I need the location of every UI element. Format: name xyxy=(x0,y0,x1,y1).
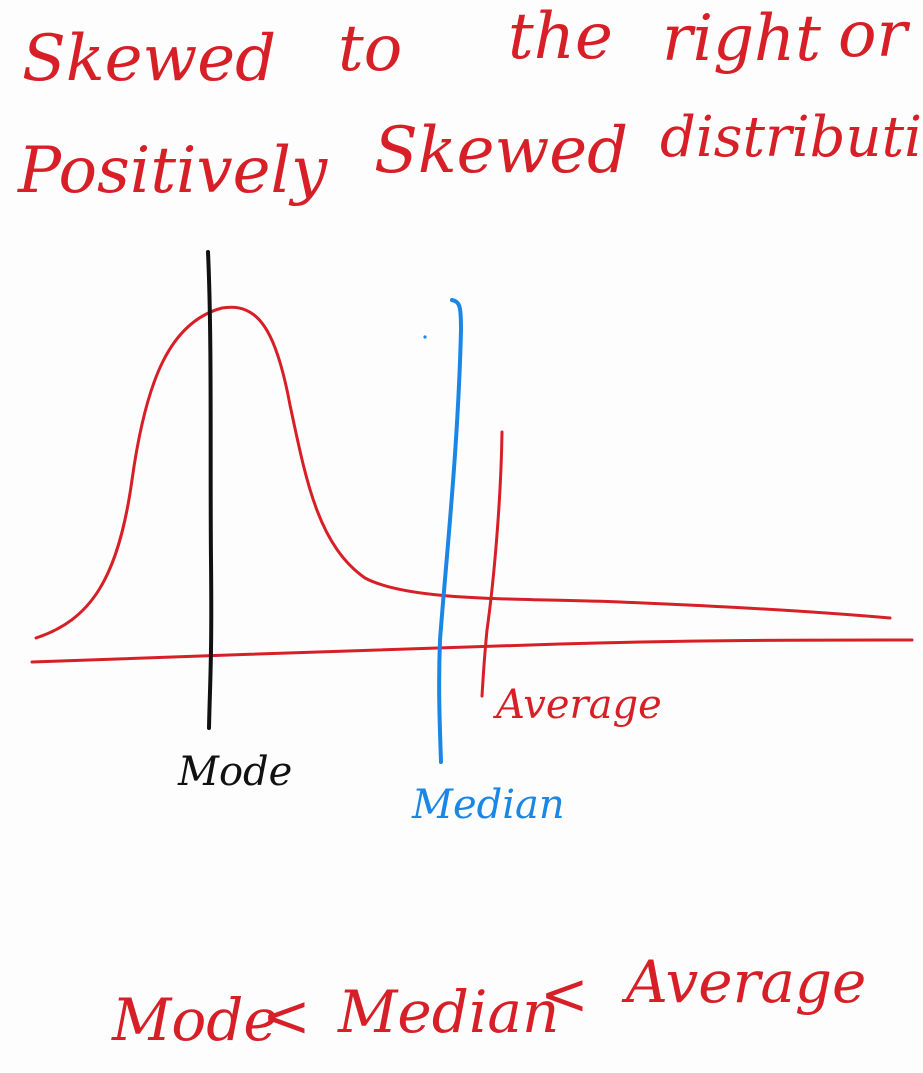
formula-term-mode: Mode xyxy=(111,986,278,1054)
title-line-1: Skewed to the right or xyxy=(22,0,911,96)
median-line xyxy=(437,298,464,764)
title-line-2: Positively Skewed distribution xyxy=(17,105,923,208)
formula-less-than-2: < xyxy=(540,960,589,1028)
x-axis-baseline xyxy=(30,638,914,664)
formula-term-median: Median xyxy=(337,978,559,1046)
mode-line xyxy=(206,250,214,730)
title-word-or: or xyxy=(838,0,911,72)
title-word-skewed-2: Skewed xyxy=(374,114,628,188)
average-label: Average xyxy=(492,682,662,728)
average-line xyxy=(480,430,504,698)
title-word-the: the xyxy=(508,0,613,74)
title-word-skewed: Skewed xyxy=(22,22,276,96)
title-word-positively: Positively xyxy=(17,134,328,208)
formula-less-than-1: < xyxy=(262,982,311,1050)
title-word-distribution: distribution xyxy=(660,105,923,170)
distribution-curve xyxy=(34,305,892,640)
median-ink-dot xyxy=(423,335,427,339)
median-label: Median xyxy=(411,782,565,828)
inequality-formula: Mode < Median < Average xyxy=(111,948,866,1054)
formula-term-average: Average xyxy=(621,948,866,1016)
title-word-right: right xyxy=(662,2,821,76)
mode-label: Mode xyxy=(177,749,292,795)
title-word-to: to xyxy=(338,12,402,86)
